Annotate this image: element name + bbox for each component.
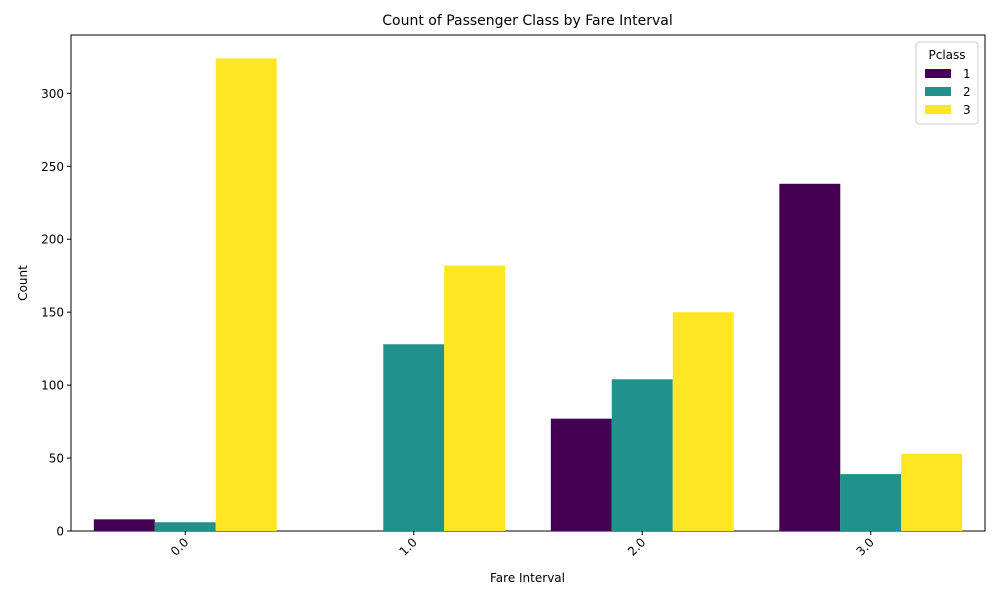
bar-pclass-2-interval-0.0 [154,522,216,531]
legend-label-pclass-3: 3 [963,103,971,117]
legend-box [915,41,979,125]
y-tick-label: 250 [41,160,64,174]
y-tick-label: 0 [56,525,64,539]
legend: Pclass 1 2 3 [915,41,979,125]
plot-frame [70,34,986,532]
bar-pclass-2-interval-2.0 [611,379,673,531]
bar-pclass-3-interval-1.0 [444,265,506,531]
legend-label-pclass-1: 1 [963,67,971,81]
x-axis: 0.0 1.0 2.0 3.0 [168,531,877,559]
y-tick-label: 50 [49,452,64,466]
bar-pclass-2-interval-1.0 [383,344,445,531]
y-tick-label: 150 [41,306,64,320]
bar-pclass-2-interval-3.0 [840,474,902,531]
bars-layer [93,58,963,532]
x-tick-label: 0.0 [168,535,191,558]
y-axis-label: Count [16,265,30,301]
chart-title: Count of Passenger Class by Fare Interva… [382,13,673,29]
bar-pclass-3-interval-0.0 [215,58,277,532]
bar-pclass-3-interval-3.0 [901,453,963,531]
legend-label-pclass-2: 2 [963,85,971,99]
x-tick-label: 2.0 [625,535,648,558]
legend-swatch-pclass-2 [925,87,951,96]
bar-pclass-1-interval-3.0 [779,183,841,532]
y-tick-label: 100 [41,379,64,393]
y-axis: 0 50 100 150 200 250 300 [41,87,71,539]
y-tick-label: 300 [41,87,64,101]
legend-title: Pclass [928,48,965,62]
bar-pclass-1-interval-0.0 [93,519,155,531]
x-axis-label: Fare Interval [490,571,565,585]
bar-pclass-3-interval-2.0 [672,312,734,531]
bar-pclass-1-interval-2.0 [550,418,612,531]
legend-swatch-pclass-1 [925,69,951,78]
legend-swatch-pclass-3 [925,105,951,114]
y-tick-label: 200 [41,233,64,247]
x-tick-label: 3.0 [853,535,876,558]
plot-area [70,34,986,532]
x-tick-label: 1.0 [396,535,419,558]
